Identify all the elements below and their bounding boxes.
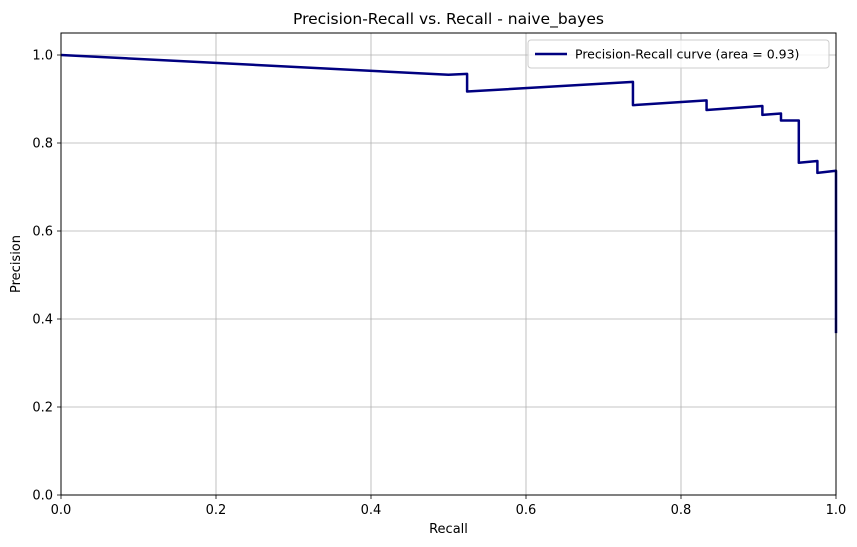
chart-title: Precision-Recall vs. Recall - naive_baye… [293,10,604,29]
pr-curve-line [60,53,838,334]
x-tick-label: 0.2 [206,503,227,518]
x-axis-title: Recall [429,522,468,537]
legend-label: Precision-Recall curve (area = 0.93) [575,47,799,62]
x-tick-label: 0.4 [361,503,382,518]
x-tick-label: 0.0 [51,503,72,518]
x-tick-label: 0.6 [516,503,537,518]
x-tick-label: 1.0 [826,503,847,518]
legend: Precision-Recall curve (area = 0.93) [527,39,830,69]
series-layer [60,53,838,334]
axis-ticks: 0.0 0.2 0.4 0.6 0.8 1.0 0.0 0.2 0.4 0.6 0.8 1.0 [32,49,846,519]
y-tick-label: 0.8 [32,137,53,152]
legend-box [527,39,830,69]
y-tick-label: 0.2 [32,401,53,416]
y-tick-label: 0.4 [32,313,53,328]
x-tick-label: 0.8 [671,503,692,518]
plot-frame [60,32,837,496]
y-axis-title: Precision [9,235,24,293]
y-tick-label: 0.6 [32,225,53,240]
y-tick-label: 1.0 [32,49,53,64]
y-tick-label: 0.0 [32,489,53,504]
